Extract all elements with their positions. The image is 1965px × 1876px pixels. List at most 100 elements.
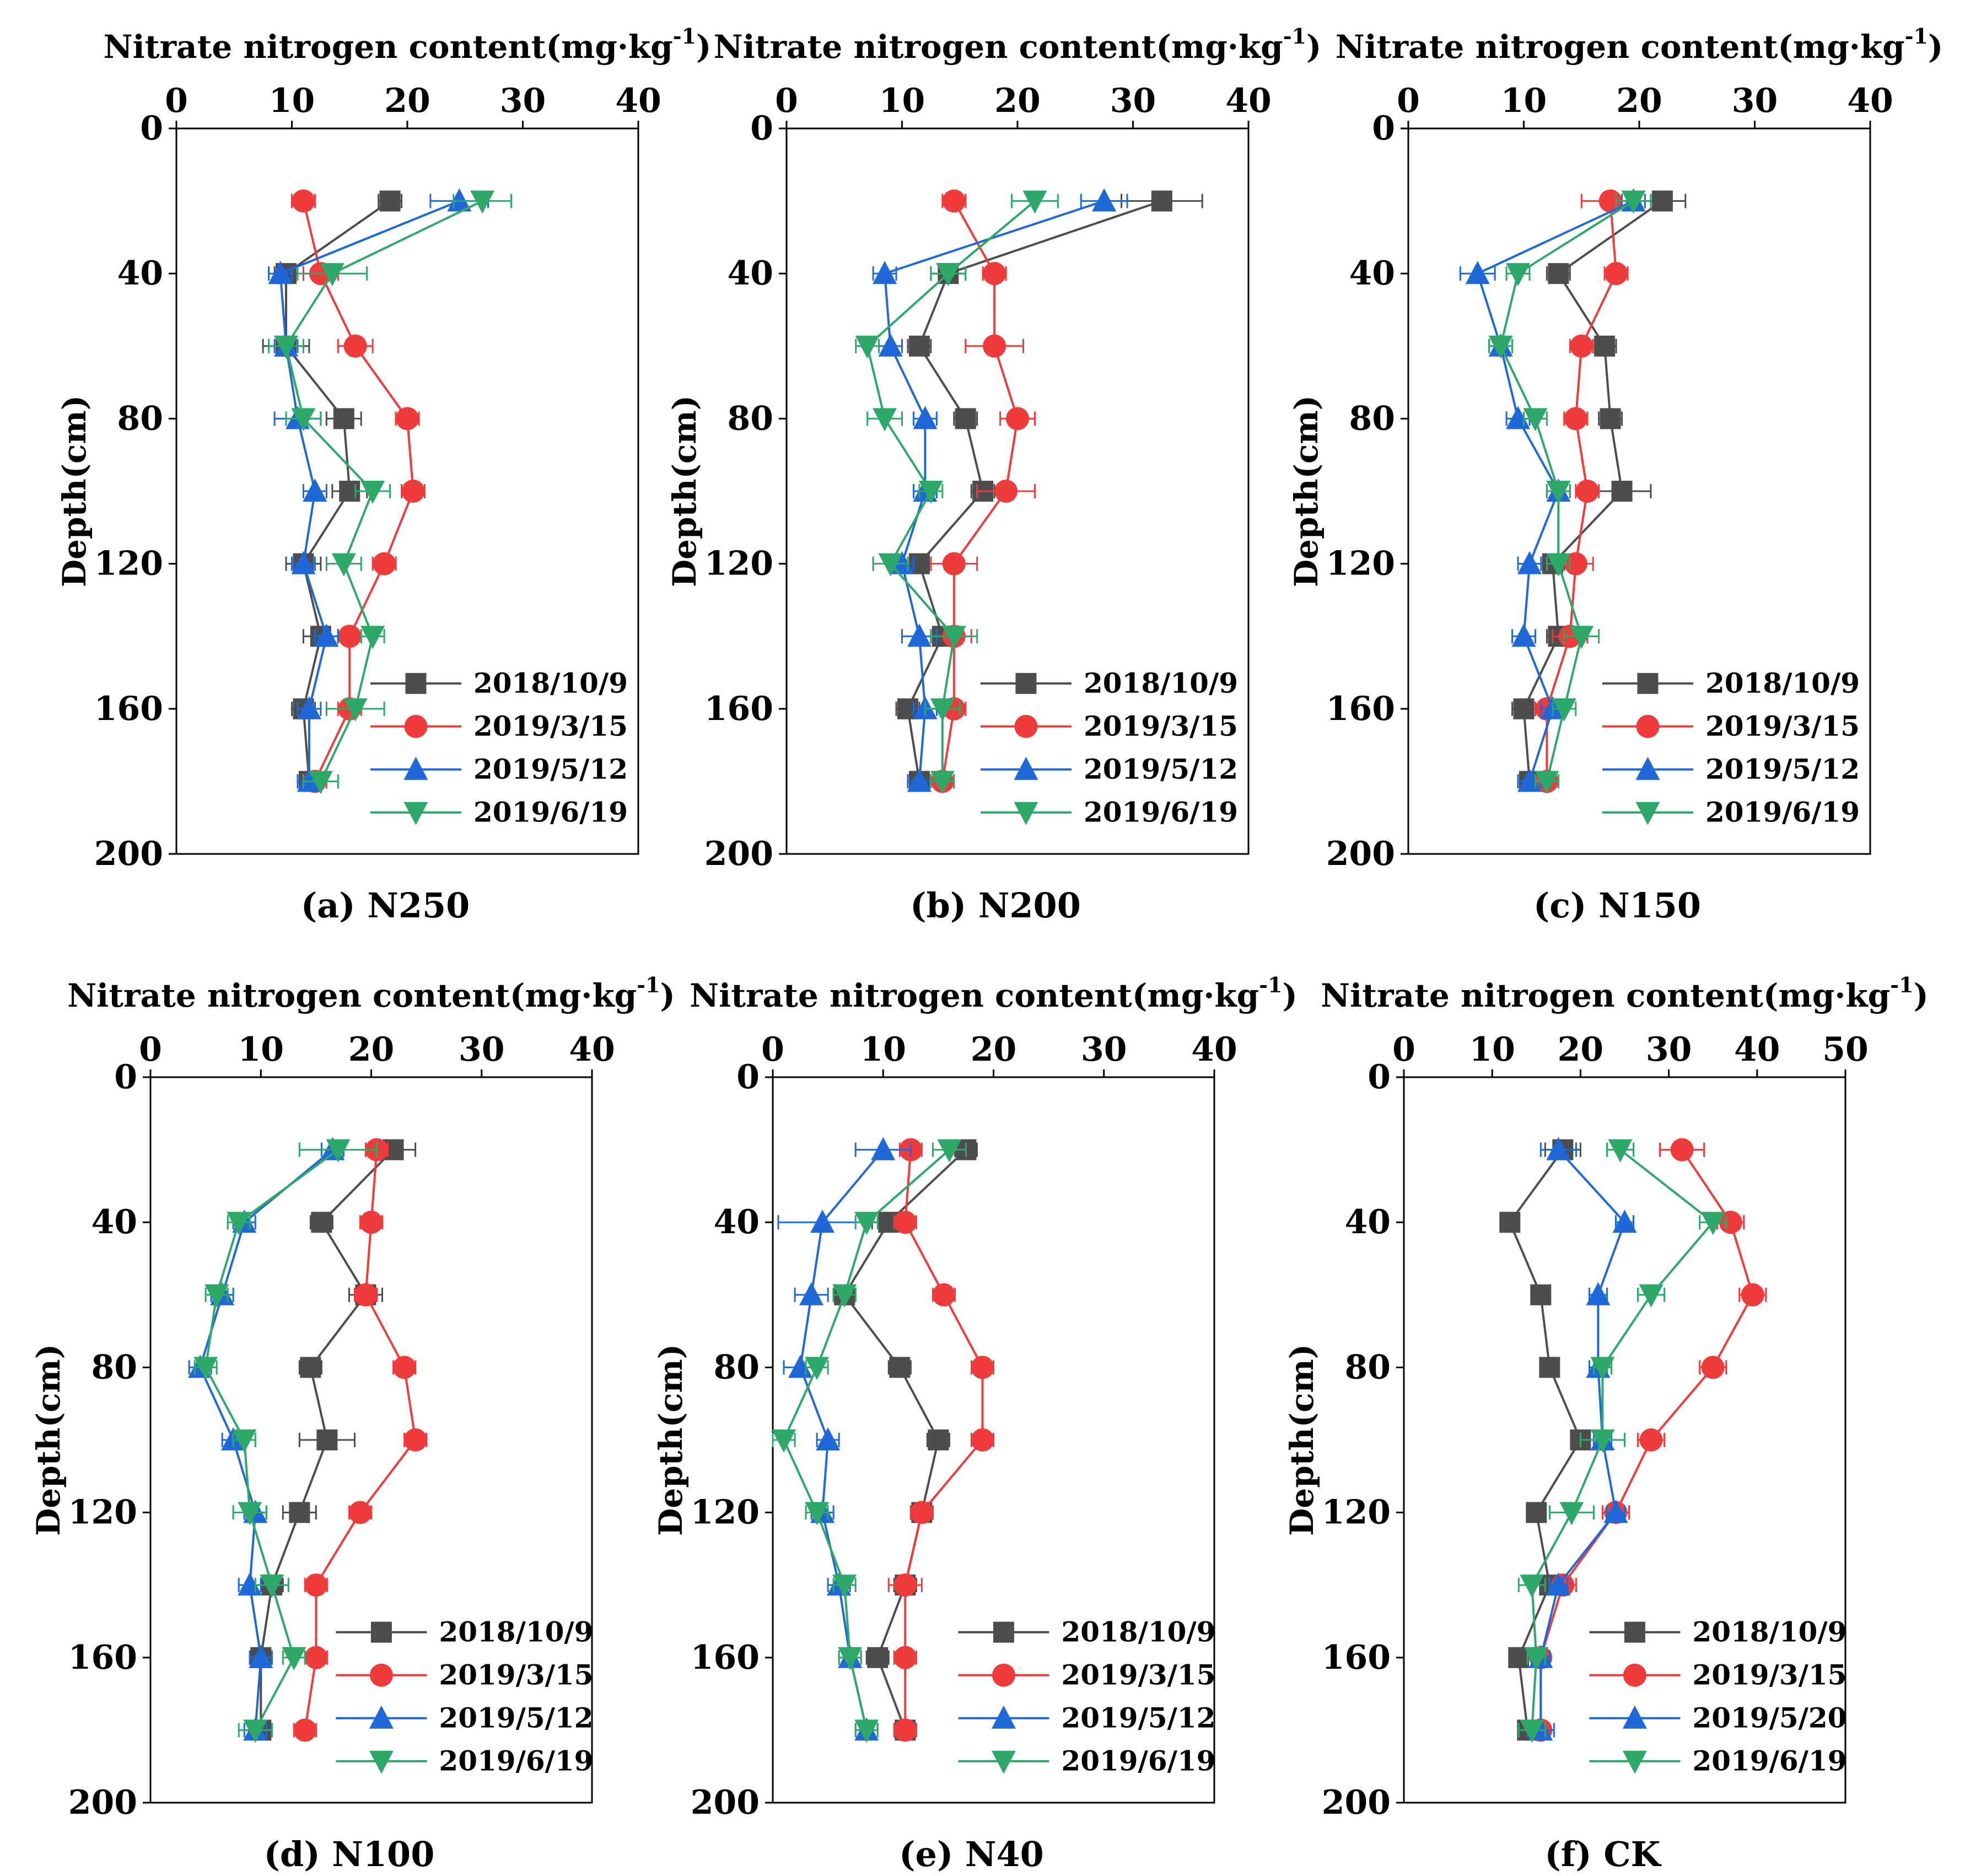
legend-label: 2019/3/15 <box>1084 710 1238 743</box>
data-point <box>1151 190 1172 212</box>
legend-marker <box>1014 714 1038 738</box>
x-tick-label: 30 <box>1732 82 1778 120</box>
data-point <box>889 1357 911 1378</box>
legend: 2018/10/9 2019/3/15 2019/5/12 2019/6/19 <box>1602 667 1860 829</box>
x-tick-label: 0 <box>1397 82 1420 120</box>
data-point <box>1611 481 1633 502</box>
legend-marker <box>993 1621 1014 1643</box>
data-point <box>1608 1139 1633 1163</box>
data-point <box>300 1357 321 1378</box>
legend-label: 2019/3/15 <box>1705 710 1860 743</box>
data-point <box>1546 1572 1571 1596</box>
data-point <box>293 1718 317 1742</box>
y-tick-label: 40 <box>728 254 774 293</box>
data-point <box>1517 551 1542 574</box>
data-point <box>1523 408 1548 432</box>
legend-label: 2019/6/19 <box>1692 1745 1846 1777</box>
data-point <box>204 1284 229 1308</box>
data-point <box>1612 1210 1637 1233</box>
data-point <box>1719 1211 1742 1234</box>
data-point <box>282 1647 306 1670</box>
y-tick-label: 120 <box>68 1493 137 1532</box>
panel-6: 0 10 20 30 40 50 0 40 80 120 160 200 Nitrate nitroge… <box>1283 972 1929 1874</box>
data-point <box>401 480 425 503</box>
legend-label: 2019/3/15 <box>473 710 628 743</box>
legend-marker <box>1015 673 1037 694</box>
legend-marker <box>403 756 428 780</box>
y-axis-title: Depth(cm) <box>1288 395 1325 587</box>
x-tick-label: 30 <box>1110 82 1156 120</box>
data-point <box>359 1211 383 1234</box>
x-tick-label: 0 <box>139 1030 162 1069</box>
y-tick-label: 200 <box>1322 1783 1391 1822</box>
data-point <box>878 553 903 577</box>
data-point <box>326 1139 351 1163</box>
x-tick-label: 20 <box>994 82 1041 120</box>
y-tick-label: 0 <box>736 1058 760 1096</box>
data-point <box>348 1501 372 1524</box>
data-point <box>354 1283 378 1307</box>
data-point <box>1508 1647 1530 1668</box>
data-point <box>907 623 932 647</box>
legend-marker <box>369 1663 393 1687</box>
y-tick-label: 40 <box>1345 1203 1391 1241</box>
legend-marker <box>991 1750 1016 1774</box>
data-point <box>1546 1137 1571 1160</box>
data-point <box>1520 1719 1544 1743</box>
data-point <box>379 190 401 212</box>
data-point <box>1465 261 1490 284</box>
data-point <box>274 335 299 359</box>
data-point <box>941 626 966 649</box>
y-tick-label: 0 <box>750 109 773 148</box>
x-tick-label: 40 <box>1191 1030 1237 1069</box>
legend-marker <box>1623 1663 1646 1687</box>
data-point <box>1670 1138 1694 1162</box>
data-point <box>289 1502 310 1523</box>
legend-label: 2019/5/12 <box>1705 753 1860 786</box>
panel-1: 0 10 20 30 40 0 40 80 120 160 200 Nitrate nitrogen … <box>56 24 711 926</box>
series-4 <box>268 190 513 794</box>
y-tick-label: 200 <box>68 1783 137 1822</box>
y-tick-label: 80 <box>1345 1348 1391 1386</box>
data-point <box>360 626 385 649</box>
y-tick-label: 120 <box>94 545 163 583</box>
y-tick-label: 80 <box>714 1348 760 1386</box>
x-tick-label: 40 <box>1225 82 1272 120</box>
panel-caption: (e) N40 <box>899 1834 1044 1874</box>
data-point <box>932 1283 956 1307</box>
data-point <box>1546 553 1571 577</box>
data-point <box>303 479 327 502</box>
data-point <box>810 1210 835 1233</box>
data-point <box>1586 1282 1611 1305</box>
y-tick-label: 200 <box>1326 835 1395 873</box>
x-axis-title: Nitrate nitrogen content(mg·kg-1) <box>1321 972 1929 1014</box>
y-tick-label: 160 <box>68 1638 137 1677</box>
data-point <box>955 408 976 429</box>
data-point <box>928 1429 949 1450</box>
data-point <box>304 1646 328 1669</box>
legend-label: 2019/6/19 <box>1084 796 1238 829</box>
legend-label: 2018/10/9 <box>1061 1616 1215 1648</box>
x-axis-title: Nitrate nitrogen content(mg·kg-1) <box>104 24 712 66</box>
y-tick-label: 80 <box>91 1348 138 1386</box>
legend-marker <box>1014 802 1038 825</box>
data-point <box>403 1428 427 1452</box>
data-point <box>936 263 961 287</box>
data-point <box>1548 263 1569 284</box>
data-point <box>1539 1357 1560 1378</box>
x-tick-label: 10 <box>879 82 925 120</box>
legend-label: 2019/5/12 <box>1061 1702 1215 1734</box>
data-point <box>983 262 1006 286</box>
x-tick-label: 10 <box>1501 82 1547 120</box>
legend-marker <box>1635 802 1660 825</box>
data-point <box>297 696 321 719</box>
x-tick-label: 20 <box>1558 1030 1604 1069</box>
data-point <box>832 1574 857 1598</box>
data-point <box>316 1429 338 1450</box>
x-tick-label: 30 <box>1646 1030 1692 1069</box>
legend: 2018/10/9 2019/3/15 2019/5/20 2019/6/19 <box>1589 1616 1846 1777</box>
x-tick-label: 0 <box>761 1030 784 1069</box>
data-point <box>1006 407 1029 431</box>
y-axis-title: Depth(cm) <box>652 1344 690 1536</box>
x-axis-title: Nitrate nitrogen content(mg·kg-1) <box>67 972 675 1014</box>
